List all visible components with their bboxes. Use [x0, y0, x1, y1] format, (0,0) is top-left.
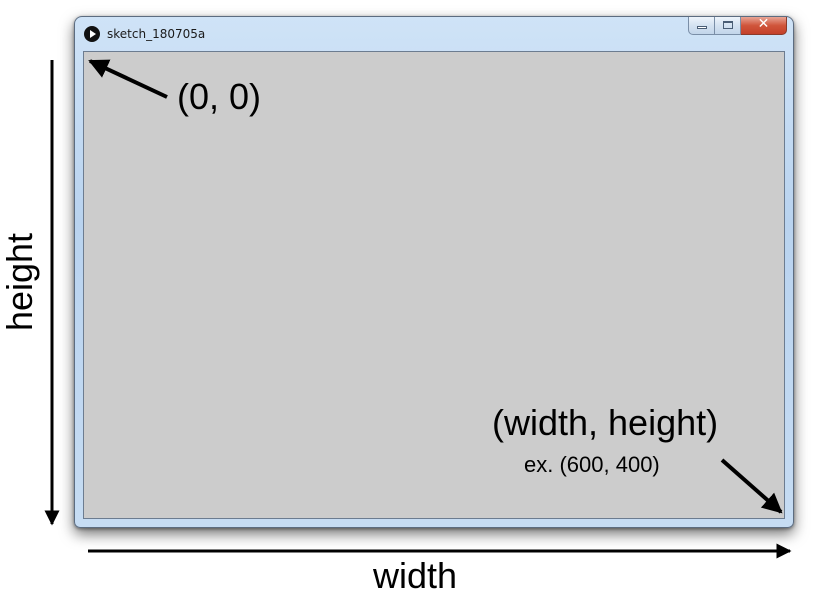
caption-buttons: ✕	[688, 16, 787, 37]
title-bar[interactable]: sketch_180705a ✕	[75, 16, 793, 51]
maximize-button[interactable]	[715, 17, 741, 35]
sketch-canvas[interactable]	[83, 51, 785, 519]
sketch-window: sketch_180705a ✕	[74, 16, 794, 528]
corner-label: (width, height)	[492, 402, 719, 443]
example-label: ex. (600, 400)	[524, 452, 660, 477]
close-icon: ✕	[757, 16, 770, 32]
width-axis-label: width	[373, 555, 458, 596]
window-title: sketch_180705a	[107, 27, 206, 41]
play-icon[interactable]	[84, 26, 100, 42]
minimize-button[interactable]	[688, 17, 715, 35]
origin-label: (0, 0)	[177, 76, 262, 117]
height-axis-label: height	[0, 232, 40, 332]
close-button[interactable]: ✕	[741, 16, 787, 35]
